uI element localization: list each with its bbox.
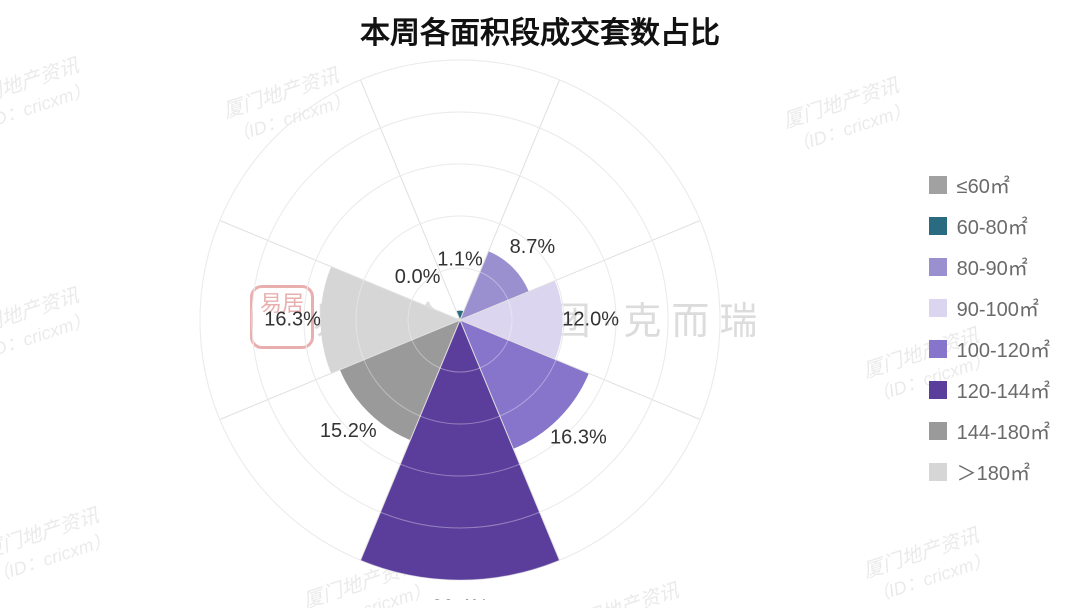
legend-item: 100-120㎡ xyxy=(929,334,1050,363)
legend-swatch xyxy=(929,176,947,194)
legend-label: 120-144㎡ xyxy=(957,375,1050,404)
legend: ≤60㎡ 60-80㎡ 80-90㎡ 90-100㎡ 100-120㎡ 120-144㎡ 1… xyxy=(929,170,1050,498)
legend-swatch xyxy=(929,299,947,317)
legend-label: ＞180㎡ xyxy=(957,457,1030,486)
legend-label: 100-120㎡ xyxy=(957,334,1050,363)
legend-swatch xyxy=(929,463,947,481)
legend-label: 80-90㎡ xyxy=(957,252,1028,281)
watermark: 厦门地产资讯（ID：cricxm） xyxy=(780,72,914,159)
legend-label: 144-180㎡ xyxy=(957,416,1050,445)
watermark: 厦门地产资讯（ID：cricxm） xyxy=(860,522,994,608)
legend-swatch xyxy=(929,217,947,235)
legend-item: ≤60㎡ xyxy=(929,170,1050,199)
legend-item: 60-80㎡ xyxy=(929,211,1050,240)
legend-label: 90-100㎡ xyxy=(957,293,1039,322)
legend-label: ≤60㎡ xyxy=(957,170,1010,199)
legend-swatch xyxy=(929,340,947,358)
legend-swatch xyxy=(929,258,947,276)
watermark: 厦门地产资讯（ID：cricxm） xyxy=(0,282,94,369)
slice-value-label: 16.3% xyxy=(550,427,607,449)
legend-label: 60-80㎡ xyxy=(957,211,1028,240)
slice-value-label: 12.0% xyxy=(562,308,619,330)
legend-item: 90-100㎡ xyxy=(929,293,1050,322)
legend-item: 120-144㎡ xyxy=(929,375,1050,404)
slice-value-label: 30.4% xyxy=(432,596,489,600)
slice-value-label: 0.0% xyxy=(395,266,441,288)
slice-value-label: 1.1% xyxy=(437,248,483,270)
watermark: 厦门地产资讯（ID：cricxm） xyxy=(0,52,94,139)
slice-value-label: 8.7% xyxy=(510,236,556,258)
slice-value-label: 16.3% xyxy=(264,308,321,330)
slice-value-label: 15.2% xyxy=(320,420,377,442)
polar-area-chart: 0.0%1.1% 8.7% 12.0% 16.3% 30.4% 15.2% 16.3% xyxy=(140,40,780,600)
watermark: 厦门地产资讯（ID：cricxm） xyxy=(0,502,114,589)
legend-item: 80-90㎡ xyxy=(929,252,1050,281)
legend-item: ＞180㎡ xyxy=(929,457,1050,486)
legend-swatch xyxy=(929,422,947,440)
legend-swatch xyxy=(929,381,947,399)
legend-item: 144-180㎡ xyxy=(929,416,1050,445)
